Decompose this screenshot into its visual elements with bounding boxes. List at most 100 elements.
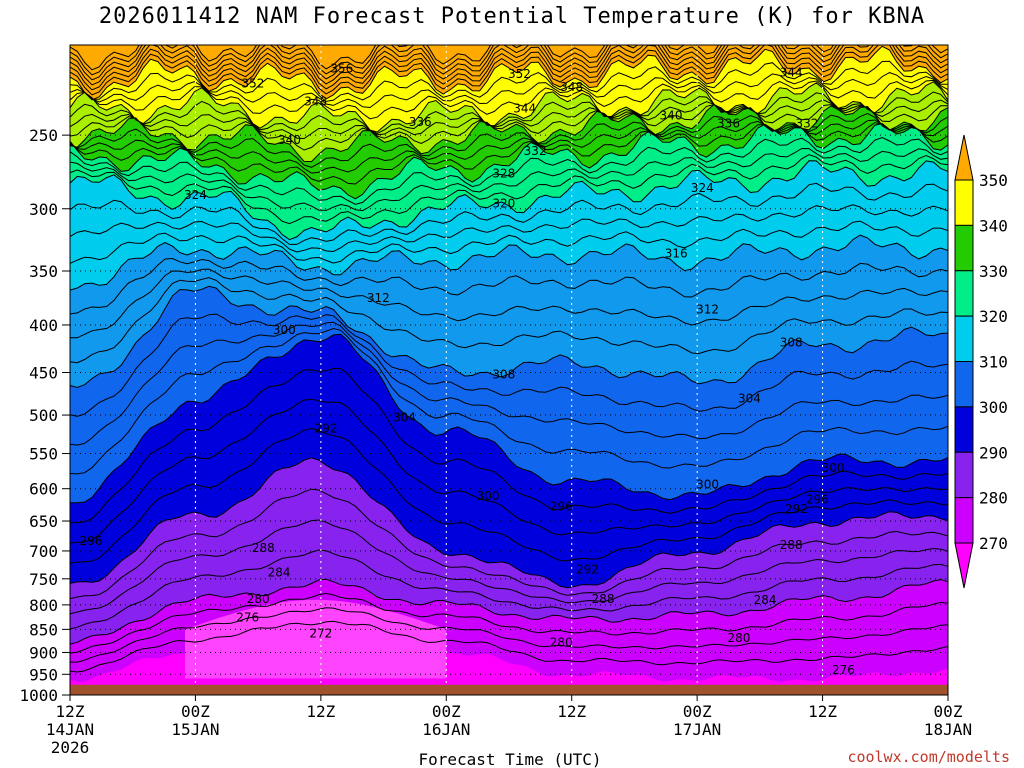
- contour-lines: [70, 45, 948, 673]
- y-tick-label: 700: [29, 542, 58, 561]
- y-tick-label: 950: [29, 665, 58, 684]
- isotherm-line: [70, 333, 948, 504]
- x-tick-date: 16JAN: [422, 720, 470, 739]
- contour-label: 340: [278, 133, 301, 147]
- colorbar-label: 300: [979, 398, 1008, 417]
- contour-label: 280: [247, 592, 270, 606]
- y-tick-label: 650: [29, 512, 58, 531]
- x-tick-hour: 12Z: [557, 702, 586, 721]
- contour-label: 344: [780, 65, 803, 79]
- y-tick-label: 550: [29, 445, 58, 464]
- isotherm-line: [70, 457, 948, 589]
- contour-label: 308: [492, 367, 515, 381]
- contour-label: 304: [738, 392, 761, 406]
- color-bands: [70, 45, 948, 695]
- y-axis: 250 300 350 400 450 500 550 600 650 700 750 800 850 9…: [19, 126, 70, 705]
- isotherm-line: [70, 607, 948, 663]
- contour-label: 308: [780, 336, 803, 350]
- isotherm-line: [70, 45, 948, 96]
- isotherm-line: [70, 91, 948, 134]
- isotherm-line: [70, 60, 948, 102]
- contour-label: 296: [806, 492, 829, 506]
- y-tick-label: 250: [29, 126, 58, 145]
- contour-label: 352: [508, 67, 531, 81]
- isotherm-line: [70, 549, 948, 630]
- contour-label: 280: [727, 631, 750, 645]
- x-tick-date: 14JAN: [46, 720, 94, 739]
- isotherm-line: [70, 592, 948, 654]
- contour-label: 336: [409, 115, 432, 129]
- isotherm-line: [70, 257, 948, 315]
- colorbar-label: 290: [979, 443, 1008, 462]
- contour-label: 328: [492, 167, 515, 181]
- x-tick-hour: 00Z: [181, 702, 210, 721]
- contour-label: 304: [393, 410, 416, 424]
- colorbar-bottom-arrow: [954, 542, 974, 589]
- contour-label: 320: [492, 196, 515, 210]
- x-tick-hour: 00Z: [432, 702, 461, 721]
- contour-label: 288: [780, 538, 803, 552]
- colorbar-segment: [954, 224, 974, 272]
- contour-label: 292: [785, 502, 808, 516]
- colorbar-label: 270: [979, 534, 1008, 553]
- isotherm-line: [70, 321, 948, 446]
- contour-label: 276: [832, 663, 855, 677]
- contour-label: 324: [184, 188, 207, 202]
- x-tick-date: 15JAN: [171, 720, 219, 739]
- isotherm-line: [70, 45, 948, 71]
- isotherm-line: [70, 147, 948, 212]
- contour-label: 292: [576, 563, 599, 577]
- isotherm-line: [70, 285, 948, 389]
- contour-label: 300: [696, 478, 719, 492]
- y-tick-label: 900: [29, 643, 58, 662]
- contour-label: 276: [236, 610, 259, 624]
- contour-label: 272: [309, 627, 332, 641]
- contour-label: 280: [550, 635, 573, 649]
- isotherm-line: [70, 182, 948, 245]
- plot-frame: [69, 44, 949, 696]
- ground-surface: [70, 684, 948, 695]
- colorbar-label: 330: [979, 262, 1008, 281]
- x-tick-hour: 12Z: [56, 702, 85, 721]
- colorbar-segment: [954, 270, 974, 317]
- colorbar-segment: [954, 315, 974, 362]
- isotherm-line: [70, 99, 948, 140]
- contour-label: 312: [696, 303, 719, 317]
- x-tick-hour: 12Z: [808, 702, 837, 721]
- isotherm-line: [70, 45, 948, 86]
- colorbar: 350 340 330 320 310 300 290 280 270: [954, 134, 1008, 589]
- isotherm-line: [70, 123, 948, 200]
- chart-title: 2026011412 NAM Forecast Potential Temper…: [98, 4, 926, 29]
- contour-label: 336: [717, 117, 740, 131]
- colorbar-segment: [954, 451, 974, 499]
- y-tick-label: 750: [29, 570, 58, 589]
- y-tick-label: 350: [29, 262, 58, 281]
- contour-label: 340: [660, 108, 683, 122]
- contour-label: 348: [304, 94, 327, 108]
- colorbar-label: 280: [979, 489, 1008, 508]
- colorbar-segment: [954, 179, 974, 226]
- isotherm-line: [70, 367, 948, 524]
- isotherm-line: [70, 136, 948, 205]
- isotherm-line: [70, 519, 948, 615]
- isotherm-line: [70, 277, 948, 364]
- colorbar-label: 340: [979, 216, 1008, 235]
- colorbar-label: 320: [979, 307, 1008, 326]
- colorbar-label: 310: [979, 353, 1008, 372]
- isotherm-line: [70, 45, 948, 76]
- contour-label: 284: [268, 565, 291, 579]
- isotherm-line: [70, 204, 948, 253]
- isotherm-line: [70, 81, 948, 133]
- credit-text: coolwx.com/modelts: [847, 748, 1010, 766]
- isotherm-line: [70, 154, 948, 225]
- colorbar-segment: [954, 361, 974, 408]
- isotherm-line: [70, 103, 948, 151]
- y-tick-label: 850: [29, 620, 58, 639]
- y-tick-label: 800: [29, 596, 58, 615]
- contour-label: 284: [754, 593, 777, 607]
- y-tick-label: 1000: [19, 686, 58, 705]
- contour-label: 300: [273, 323, 296, 337]
- isotherm-line: [70, 160, 948, 241]
